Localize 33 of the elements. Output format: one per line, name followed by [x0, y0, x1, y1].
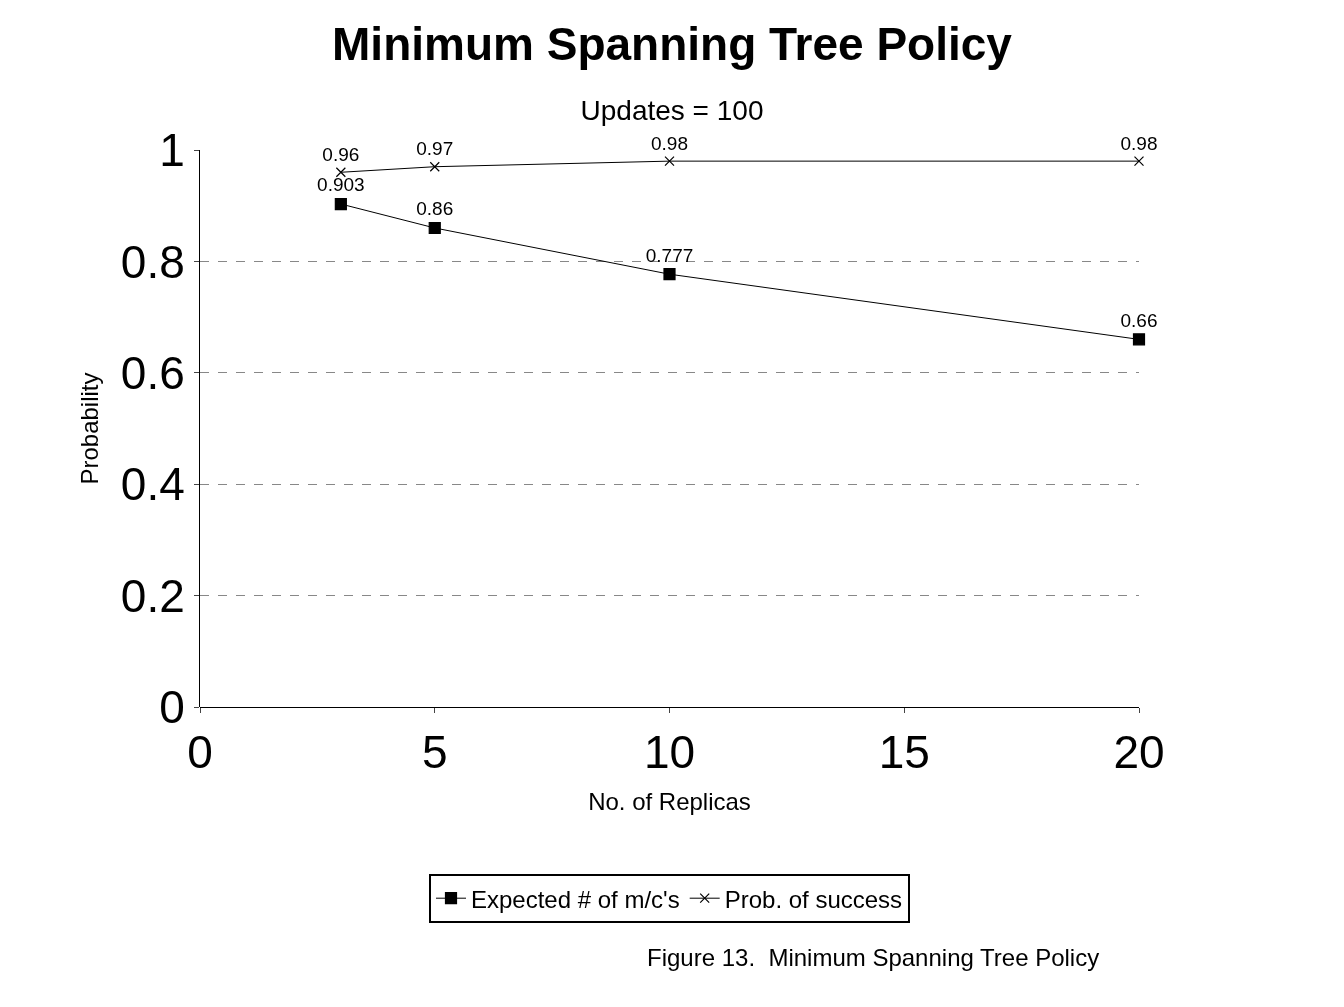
caption: Figure 13. Minimum Spanning Tree Policy [647, 944, 1100, 971]
data-label: 0.97 [416, 138, 454, 160]
chart-title: Minimum Spanning Tree Policy [332, 18, 1013, 71]
y-tick-label: 1 [159, 124, 185, 177]
x-tick-label: 10 [643, 726, 696, 779]
point [1132, 333, 1146, 346]
legend-label: Expected # of m/c's [471, 885, 680, 913]
point [663, 268, 676, 281]
x-tick-label: 20 [1113, 726, 1165, 779]
data-label: 0.903 [317, 174, 365, 196]
x-axis-title: No. of Replicas [588, 787, 751, 815]
data-label: 0.98 [1120, 132, 1158, 154]
data-label: 0.777 [645, 244, 694, 266]
y-tick-label: 0.6 [120, 346, 185, 399]
point [664, 156, 675, 167]
point [428, 221, 441, 235]
x-tick-label: 5 [421, 726, 448, 779]
legend-label: Prob. of success [724, 885, 903, 913]
point [1133, 156, 1145, 167]
y-tick-label: 0.8 [120, 235, 185, 288]
data-label: 0.66 [1120, 309, 1158, 331]
x-tick-label: 15 [878, 726, 930, 779]
data-label: 0.86 [416, 198, 454, 220]
y-tick-label: 0.2 [120, 569, 185, 622]
data-label: 0.98 [651, 132, 688, 154]
point [335, 167, 346, 178]
y-tick-label: 0.4 [120, 458, 185, 511]
data-label: 0.96 [322, 143, 360, 165]
chart-subtitle: Updates = 100 [580, 95, 764, 127]
y-tick-label: 0 [159, 681, 185, 734]
point [429, 161, 440, 172]
y-axis-title: Probability [75, 372, 103, 485]
point [334, 197, 347, 211]
